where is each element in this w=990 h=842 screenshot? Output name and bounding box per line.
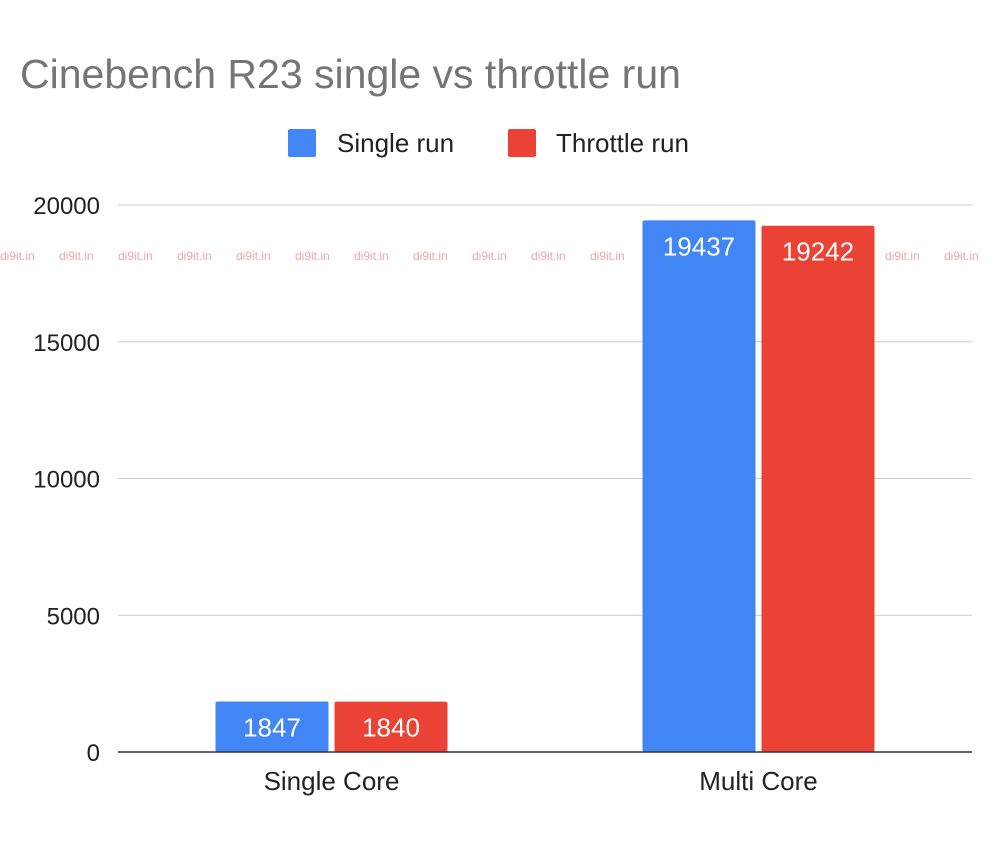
y-axis-ticks: 0 5000 10000 15000 20000 xyxy=(33,193,100,767)
watermark-text: di9it.in xyxy=(531,249,566,263)
legend-swatch-1 xyxy=(288,129,316,157)
legend-swatch-2 xyxy=(508,129,536,157)
watermark-text: di9it.in xyxy=(236,249,271,263)
bar-data-labels: 1847 1840 19437 19242 xyxy=(243,231,854,742)
bar-value-label: 1847 xyxy=(243,712,301,742)
watermark-text: di9it.in xyxy=(59,249,94,263)
chart-legend: Single run Throttle run xyxy=(288,128,689,158)
watermark-text: di9it.in xyxy=(944,249,979,263)
watermark-text: di9it.in xyxy=(413,249,448,263)
y-tick-label: 20000 xyxy=(33,193,100,220)
bar-multi-core-throttle-run xyxy=(761,225,875,752)
watermark-text: di9it.in xyxy=(885,249,920,263)
y-tick-label: 0 xyxy=(87,740,100,767)
legend-label-2: Throttle run xyxy=(556,128,689,158)
watermark-text: di9it.in xyxy=(354,249,389,263)
bar-single-core-single-run xyxy=(215,701,329,752)
bar-single-core-throttle-run xyxy=(334,701,448,752)
legend-label-1: Single run xyxy=(337,128,454,158)
bar-value-label: 19437 xyxy=(663,231,735,261)
y-tick-label: 10000 xyxy=(33,467,100,494)
watermark-text: di9it.in xyxy=(590,249,625,263)
bars-group xyxy=(215,220,875,752)
x-axis-category-labels: Single Core Multi Core xyxy=(264,766,818,796)
watermark-text: di9it.in xyxy=(295,249,330,263)
x-category-label: Multi Core xyxy=(699,766,817,796)
x-category-label: Single Core xyxy=(264,766,400,796)
y-tick-label: 5000 xyxy=(47,603,100,630)
watermark-text: di9it.in xyxy=(177,249,212,263)
watermark-text: di9it.in xyxy=(0,249,35,263)
watermark-text: di9it.in xyxy=(472,249,507,263)
y-tick-label: 15000 xyxy=(33,330,100,357)
bar-multi-core-single-run xyxy=(642,220,756,752)
bar-value-label: 19242 xyxy=(782,237,854,267)
bar-value-label: 1840 xyxy=(362,713,420,743)
watermark-text: di9it.in xyxy=(118,249,153,263)
chart-title: Cinebench R23 single vs throttle run xyxy=(20,51,681,97)
